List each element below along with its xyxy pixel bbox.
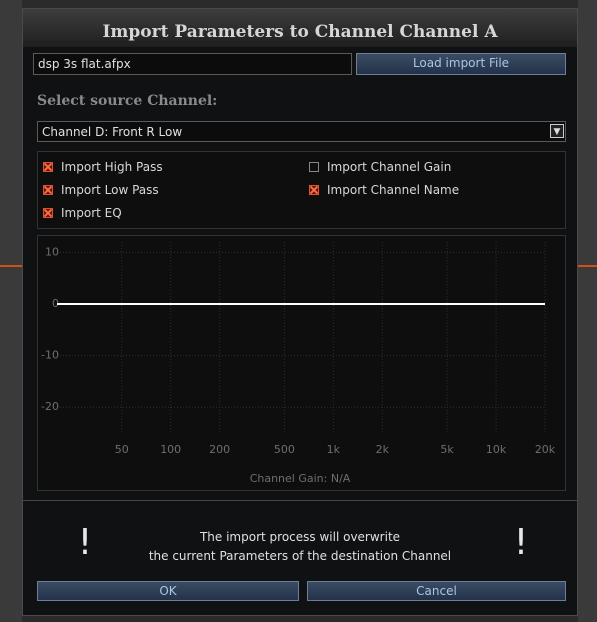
- checkbox[interactable]: [43, 208, 53, 218]
- option-label: Import Channel Gain: [327, 160, 452, 174]
- warning-icon: !: [513, 522, 529, 563]
- backdrop-accent: [0, 265, 22, 267]
- y-tick-label: 0: [52, 297, 59, 310]
- checkbox[interactable]: [309, 185, 319, 195]
- x-tick-label: 200: [209, 443, 230, 456]
- option[interactable]: Import Channel Gain: [309, 159, 451, 175]
- option-label: Import EQ: [61, 206, 122, 220]
- file-field[interactable]: dsp 3s flat.afpx: [33, 53, 352, 75]
- backdrop: [0, 0, 22, 622]
- load-button[interactable]: Load import File: [356, 53, 566, 75]
- warning-text: The import process will overwrite the cu…: [110, 528, 490, 566]
- warning-line: The import process will overwrite: [199, 530, 401, 544]
- x-tick-label: 1k: [327, 443, 341, 456]
- x-tick-label: 5k: [440, 443, 454, 456]
- dropdown-arrow[interactable]: ▼: [550, 124, 564, 138]
- y-tick-label: -20: [41, 400, 59, 413]
- divider: [22, 500, 578, 501]
- warning-line: the current Parameters of the destinatio…: [148, 549, 452, 563]
- dialog-title: Import Parameters to Channel Channel A: [23, 9, 577, 47]
- option[interactable]: Import Channel Name: [309, 182, 459, 198]
- backdrop-accent: [578, 265, 597, 267]
- x-tick-label: 500: [274, 443, 295, 456]
- warning-icon: !: [77, 522, 93, 563]
- x-tick-label: 50: [115, 443, 129, 456]
- x-tick-label: 20k: [535, 443, 556, 456]
- ok-button[interactable]: OK: [37, 581, 299, 601]
- checkbox[interactable]: [309, 162, 319, 172]
- option[interactable]: Import High Pass: [43, 159, 163, 175]
- option-label: Import Low Pass: [61, 183, 159, 197]
- backdrop: [578, 0, 597, 622]
- option-label: Import High Pass: [61, 160, 163, 174]
- source-label: Select source Channel:: [37, 93, 218, 109]
- option[interactable]: Import EQ: [43, 205, 122, 221]
- option-label: Import Channel Name: [327, 183, 460, 197]
- cancel-button[interactable]: Cancel: [307, 581, 566, 601]
- x-tick-label: 100: [160, 443, 181, 456]
- checkbox[interactable]: [43, 185, 53, 195]
- option[interactable]: Import Low Pass: [43, 182, 159, 198]
- x-tick-label: 2k: [376, 443, 390, 456]
- y-tick-label: -10: [41, 349, 59, 362]
- x-tick-label: 10k: [486, 443, 507, 456]
- options-panel: Import High Pass Import Low Pass Import EQ…: [37, 151, 566, 229]
- graph-caption: Channel Gain: N/A: [250, 472, 351, 485]
- source-dropdown[interactable]: Channel D: Front R Low: [37, 121, 566, 142]
- checkbox[interactable]: [43, 162, 53, 172]
- graph-panel: [37, 235, 566, 491]
- y-tick-label: 10: [45, 245, 59, 258]
